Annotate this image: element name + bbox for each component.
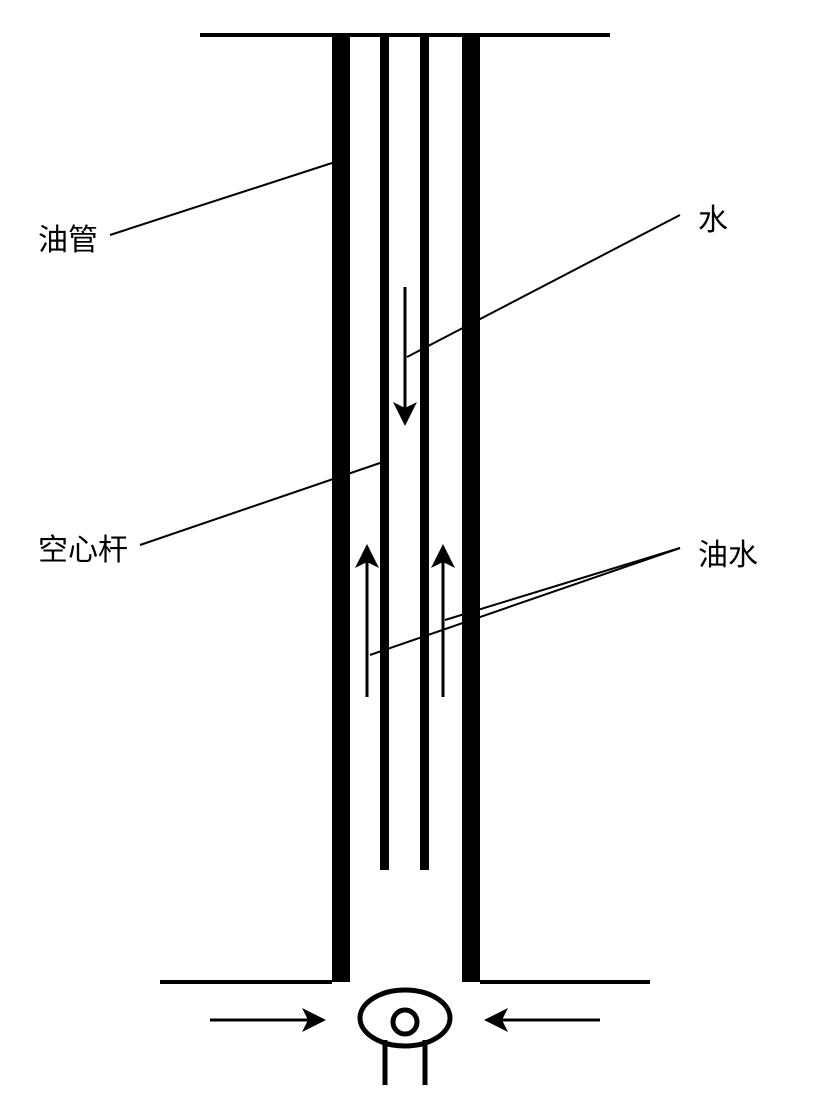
oil-water-label: 油水: [698, 530, 758, 574]
hollow-rod-label: 空心杆: [38, 525, 128, 569]
well-diagram: 油管 水 空心杆 油水: [0, 0, 814, 1119]
water-label: 水: [698, 195, 728, 239]
tubing-label: 油管: [38, 215, 98, 259]
